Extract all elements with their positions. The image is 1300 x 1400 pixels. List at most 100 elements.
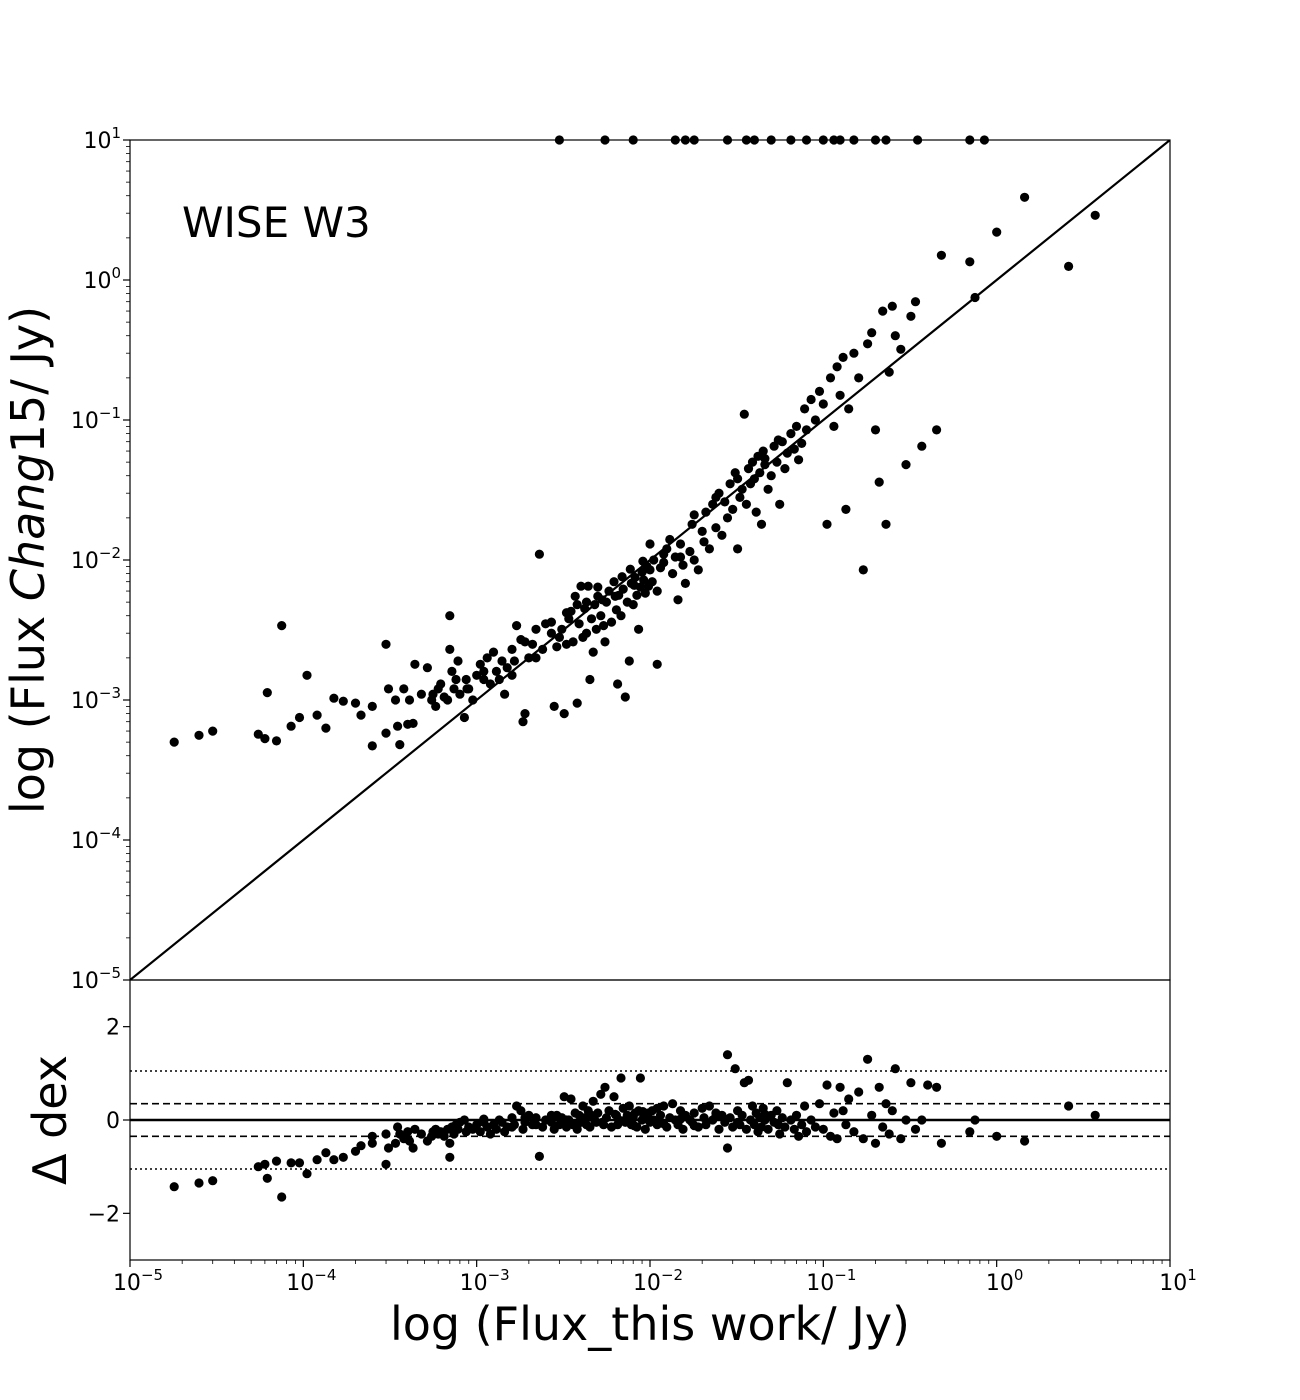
data-point [917,441,927,451]
data-point [797,438,807,448]
data-point [992,227,1002,237]
residual-point [1020,1136,1030,1146]
residual-point [896,1134,906,1144]
residual-point [849,1127,859,1137]
residual-point [445,1152,455,1162]
data-point [685,546,695,557]
residual-point [404,1136,415,1146]
data-point [557,624,567,634]
data-point [659,557,669,568]
residual-point [730,1064,740,1074]
data-point [431,701,441,712]
residual-point [624,1101,634,1111]
residual-point [773,1120,783,1130]
residual-point [393,1122,403,1132]
data-point [445,611,455,621]
data-point [699,537,709,547]
data-point [422,663,432,673]
data-point [491,666,501,677]
residual-point [874,1082,884,1092]
residual-point [472,1120,482,1130]
residual-point [593,1108,603,1118]
residual-point [208,1176,218,1186]
data-point [416,689,426,699]
panel-annotation: WISE W3 [182,198,371,247]
data-point [887,301,897,311]
residual-point [531,1120,541,1130]
bottom-y-axis-label: Δ dex [23,1055,77,1185]
y-tick-label: 10−1 [71,404,121,434]
data-point [844,404,854,414]
residual-point [838,1106,848,1116]
residual-point [659,1101,669,1111]
data-point [733,544,743,554]
residual-point [797,1120,807,1130]
data-point [814,386,825,396]
residual-point [689,1121,699,1131]
data-point [849,348,859,358]
data-point [711,492,721,502]
bottom-scatter-points [169,1050,1100,1202]
data-point [773,435,783,445]
data-point [599,621,609,631]
residual-point [169,1182,179,1192]
data-point [610,591,620,601]
y-tick-label: 10−2 [71,544,121,574]
data-point [367,701,377,712]
residual-point [616,1073,626,1083]
residual-point [475,1127,485,1137]
residual-point [638,1107,648,1117]
data-point [260,734,270,744]
data-point [604,586,614,596]
data-point [763,484,773,494]
data-point [616,611,626,621]
data-point [511,621,522,631]
data-point [906,311,916,321]
residual-point [491,1124,501,1134]
data-point [459,712,469,723]
data-point [502,663,512,673]
residual-point [725,1113,735,1123]
residual-point [546,1117,557,1127]
data-point [1020,192,1030,202]
data-point [482,653,492,663]
data-point [722,513,733,523]
residual-point [625,1111,635,1121]
residual-point [635,1073,646,1083]
data-point [561,608,572,618]
y-tick-label: 10−5 [71,964,121,994]
residual-point [906,1078,916,1088]
data-point [531,624,541,634]
residual-point [810,1122,821,1132]
data-point [479,674,489,685]
data-point [647,577,657,587]
data-point [618,584,628,594]
residual-point [910,1124,921,1134]
residual-point [870,1138,881,1148]
data-point [822,519,832,529]
top-panel: 10−5 10−4 10−3 10−2 10−1 100 101 WISE W3 log (… [1,124,1171,994]
data-point [780,464,790,474]
data-point [863,339,873,349]
residual-point [271,1156,282,1166]
data-point [896,344,906,354]
residual-point [722,1050,733,1060]
data-point [520,637,530,647]
residual-point [260,1159,270,1169]
data-point [634,624,644,634]
data-point [825,373,836,383]
data-point [675,552,686,562]
data-point [546,628,557,638]
residual-point [789,1124,799,1134]
residual-point [737,1110,747,1120]
data-point [572,698,582,708]
residual-point [546,1110,557,1120]
data-point [497,656,507,666]
residual-point [867,1110,877,1120]
data-point [253,729,263,739]
data-point [725,479,735,489]
x-tick-label: 10−3 [460,1266,510,1296]
data-point [739,409,749,419]
residual-point [410,1124,420,1134]
data-point [453,656,463,666]
